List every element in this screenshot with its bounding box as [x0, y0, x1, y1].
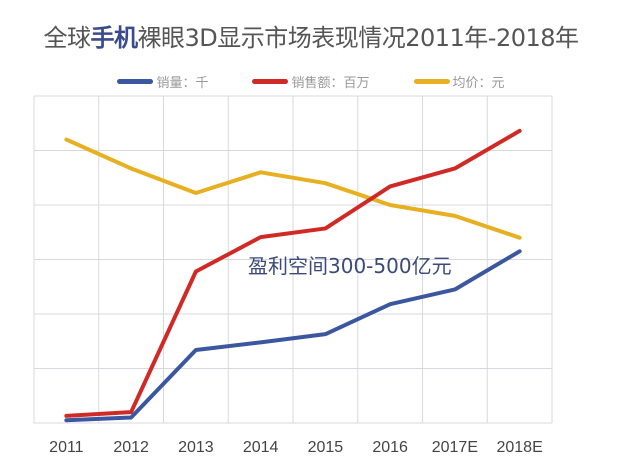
chart-title: 全球手机裸眼3D显示市场表现情况2011年-2018年 — [0, 18, 622, 53]
legend-swatch — [413, 79, 450, 84]
series-line-0 — [64, 249, 522, 423]
legend-item-avg-price: 均价：元 — [413, 72, 505, 91]
x-tick-label: 2018E — [496, 439, 542, 456]
title-prefix: 全球 — [43, 24, 91, 52]
legend-swatch — [252, 79, 289, 84]
x-tick-label: 2012 — [113, 439, 149, 456]
legend-item-sales-volume: 销量：千 — [117, 72, 208, 91]
x-tick-label: 2014 — [243, 439, 279, 456]
x-tick-label: 2013 — [178, 439, 214, 456]
legend: 销量：千 销售额：百万 均价：元 — [0, 72, 622, 91]
title-highlight: 手机 — [90, 24, 138, 52]
x-tick-label: 2015 — [308, 439, 344, 456]
legend-label: 销售额：百万 — [291, 76, 370, 91]
x-tick-label: 2016 — [372, 439, 408, 456]
x-tick-label: 2011 — [49, 439, 84, 456]
legend-swatch — [117, 79, 154, 84]
annotation-profit-space: 盈利空间300-500亿元 — [248, 254, 452, 278]
legend-label: 销量：千 — [156, 76, 209, 91]
legend-item-revenue: 销售额：百万 — [252, 72, 370, 91]
series-line-2 — [64, 137, 522, 240]
series-line-1 — [64, 128, 522, 418]
title-suffix: 裸眼3D显示市场表现情况2011年-2018年 — [137, 24, 579, 52]
legend-label: 均价：元 — [452, 76, 505, 91]
x-tick-label: 2017E — [432, 439, 478, 456]
